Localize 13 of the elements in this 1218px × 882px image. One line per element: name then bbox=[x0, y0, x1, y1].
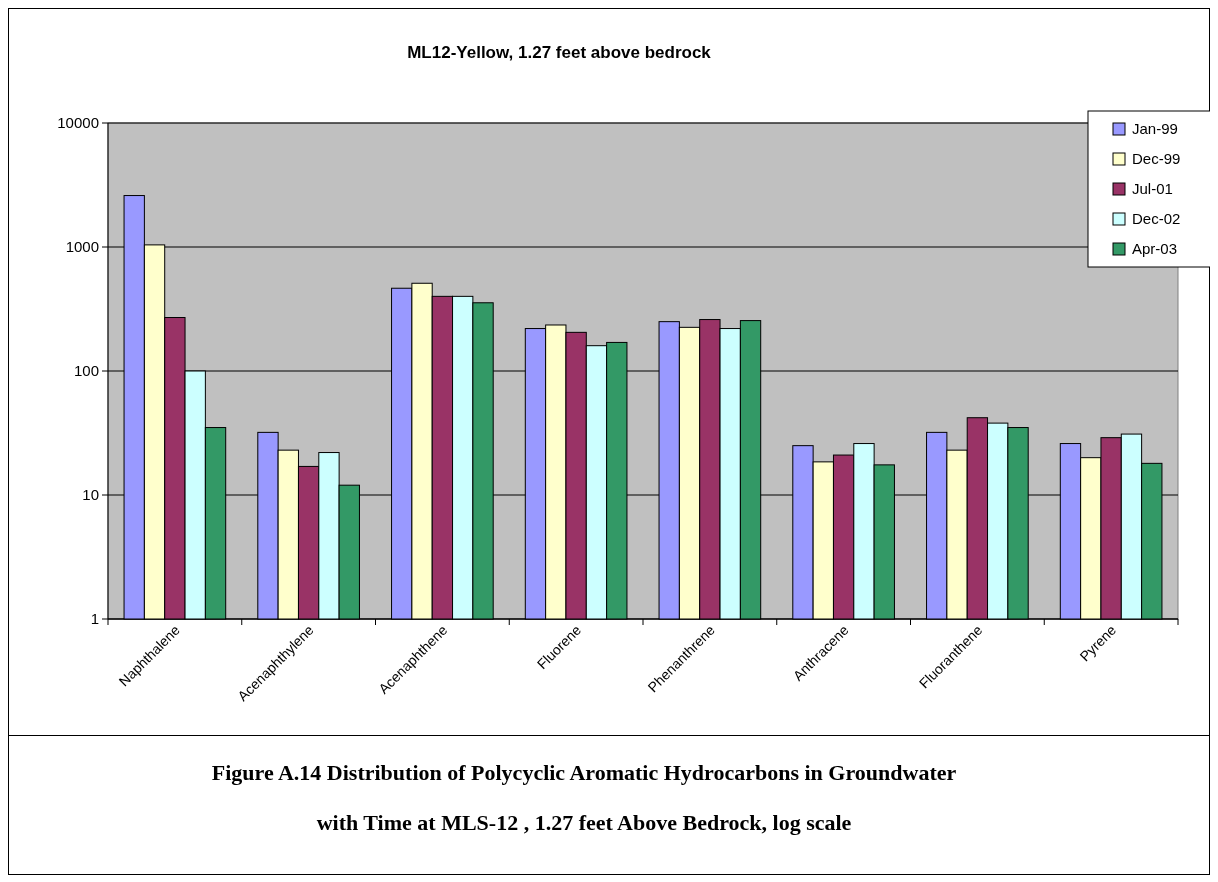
legend-label: Dec-99 bbox=[1132, 150, 1181, 168]
legend-label: Dec-02 bbox=[1132, 210, 1181, 228]
chart-title: ML12-Yellow, 1.27 feet above bedrock bbox=[407, 43, 712, 62]
legend-label: Jan-99 bbox=[1132, 120, 1178, 138]
y-tick-label: 100 bbox=[73, 362, 99, 380]
legend-label: Apr-03 bbox=[1132, 240, 1178, 258]
legend-label: Jul-01 bbox=[1132, 180, 1173, 198]
y-tick-label: 1000 bbox=[65, 238, 99, 256]
text: with Time at MLS-12 , 1.27 feet Above Bedrock, log scale bbox=[316, 810, 852, 835]
text: Figure A.14 Distribution of Polycyclic Aromatic Hydrocarbons in Groundwater bbox=[211, 760, 957, 785]
y-tick-label: 1 bbox=[90, 610, 99, 628]
y-tick-label: 10 bbox=[82, 486, 99, 504]
y-tick-label: 10000 bbox=[57, 114, 99, 132]
